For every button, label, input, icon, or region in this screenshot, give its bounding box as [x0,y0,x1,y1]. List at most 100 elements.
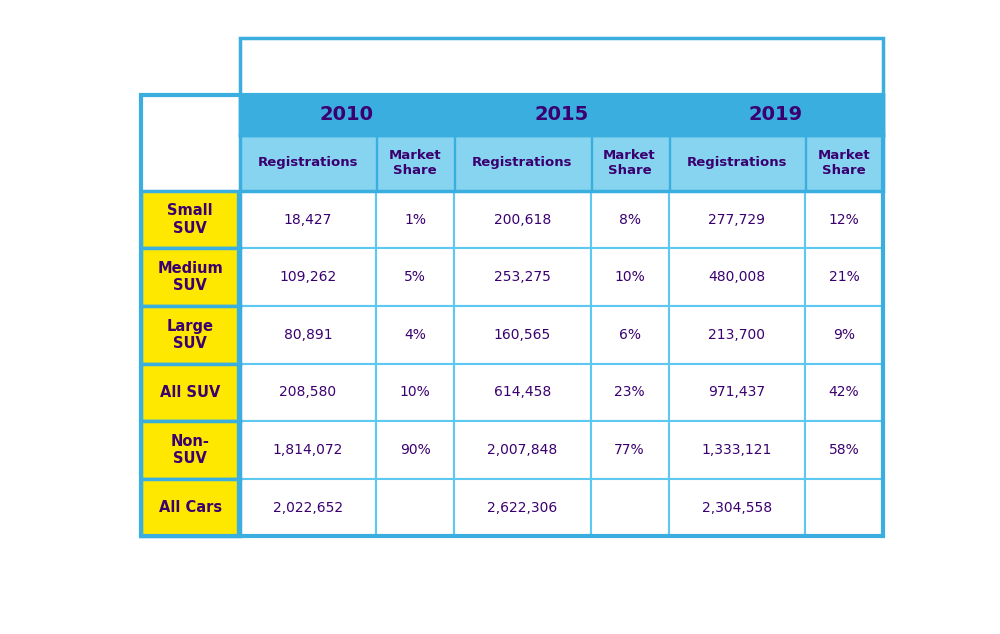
Bar [454,249,591,306]
Text: Non-
SUV: Non- SUV [171,434,210,466]
Text: 1%: 1% [404,212,426,226]
Bar [240,421,376,479]
Bar [376,364,454,421]
Bar [591,306,669,364]
Bar [591,364,669,421]
Bar [240,479,376,536]
Bar [237,306,240,364]
Bar [805,249,883,306]
Bar [591,249,669,306]
Text: 6%: 6% [619,328,641,342]
Bar [140,191,240,249]
Bar [140,364,240,421]
Bar [140,249,240,306]
Bar [237,421,240,479]
Bar [669,191,805,249]
Text: 2,622,306: 2,622,306 [487,501,557,515]
Text: 2010: 2010 [320,105,374,124]
Text: 9%: 9% [833,328,855,342]
Bar [240,39,883,134]
Text: 2019: 2019 [749,105,803,124]
Bar [454,306,591,364]
Text: 200,618: 200,618 [494,212,551,226]
Text: Market
Share: Market Share [603,149,656,177]
Bar [376,421,454,479]
Text: Registrations: Registrations [472,156,573,169]
Bar [805,421,883,479]
Text: 42%: 42% [829,385,859,399]
Bar [454,134,455,191]
Bar [237,191,240,249]
Text: All Cars: All Cars [159,500,222,515]
Bar [591,134,592,191]
Bar [805,191,883,249]
Bar [140,479,240,536]
Bar [805,306,883,364]
Text: 109,262: 109,262 [279,270,337,284]
Bar [453,94,454,134]
Text: Medium
SUV: Medium SUV [157,261,223,294]
Bar [140,306,240,364]
Text: 4%: 4% [404,328,426,342]
Text: All SUV: All SUV [160,385,220,400]
Text: Market
Share: Market Share [818,149,870,177]
Bar [240,94,883,134]
Bar [140,421,240,479]
Bar [240,191,376,249]
Bar [669,421,805,479]
Bar [805,364,883,421]
Bar [667,94,669,134]
Text: 58%: 58% [829,443,859,457]
Bar [376,191,454,249]
Bar [240,249,376,306]
Text: Registrations: Registrations [258,156,358,169]
Text: 480,008: 480,008 [708,270,765,284]
Text: 18,427: 18,427 [284,212,332,226]
Text: 12%: 12% [829,212,859,226]
Text: 21%: 21% [829,270,859,284]
Bar [669,479,805,536]
Text: 971,437: 971,437 [708,385,765,399]
Text: 2,304,558: 2,304,558 [702,501,772,515]
Bar [669,306,805,364]
Bar [669,134,670,191]
Bar [240,306,376,364]
Text: 208,580: 208,580 [279,385,336,399]
Text: Registrations: Registrations [687,156,787,169]
Bar [591,191,669,249]
Text: 1,814,072: 1,814,072 [273,443,343,457]
Bar [376,249,454,306]
Bar [591,479,669,536]
Bar [240,364,376,421]
Bar [140,94,240,191]
Text: 2,007,848: 2,007,848 [487,443,557,457]
Bar [591,421,669,479]
Text: 10%: 10% [400,385,431,399]
Bar [669,249,805,306]
Bar [454,421,591,479]
Text: 253,275: 253,275 [494,270,551,284]
Text: 614,458: 614,458 [494,385,551,399]
Text: 277,729: 277,729 [708,212,765,226]
Text: 8%: 8% [619,212,641,226]
Bar [376,134,377,191]
Bar [669,364,805,421]
Bar [237,249,240,306]
Bar [240,134,883,191]
Text: 90%: 90% [400,443,431,457]
Bar [237,479,240,536]
Bar [376,306,454,364]
Bar [805,134,806,191]
Text: 10%: 10% [614,270,645,284]
Text: 80,891: 80,891 [284,328,332,342]
Text: 2,022,652: 2,022,652 [273,501,343,515]
Text: 23%: 23% [614,385,645,399]
Bar [237,364,240,421]
Text: 5%: 5% [404,270,426,284]
Text: 1,333,121: 1,333,121 [702,443,772,457]
Bar [376,479,454,536]
Text: 213,700: 213,700 [708,328,765,342]
Text: Small
SUV: Small SUV [167,204,213,236]
Text: Large
SUV: Large SUV [167,319,214,351]
Text: 77%: 77% [614,443,645,457]
